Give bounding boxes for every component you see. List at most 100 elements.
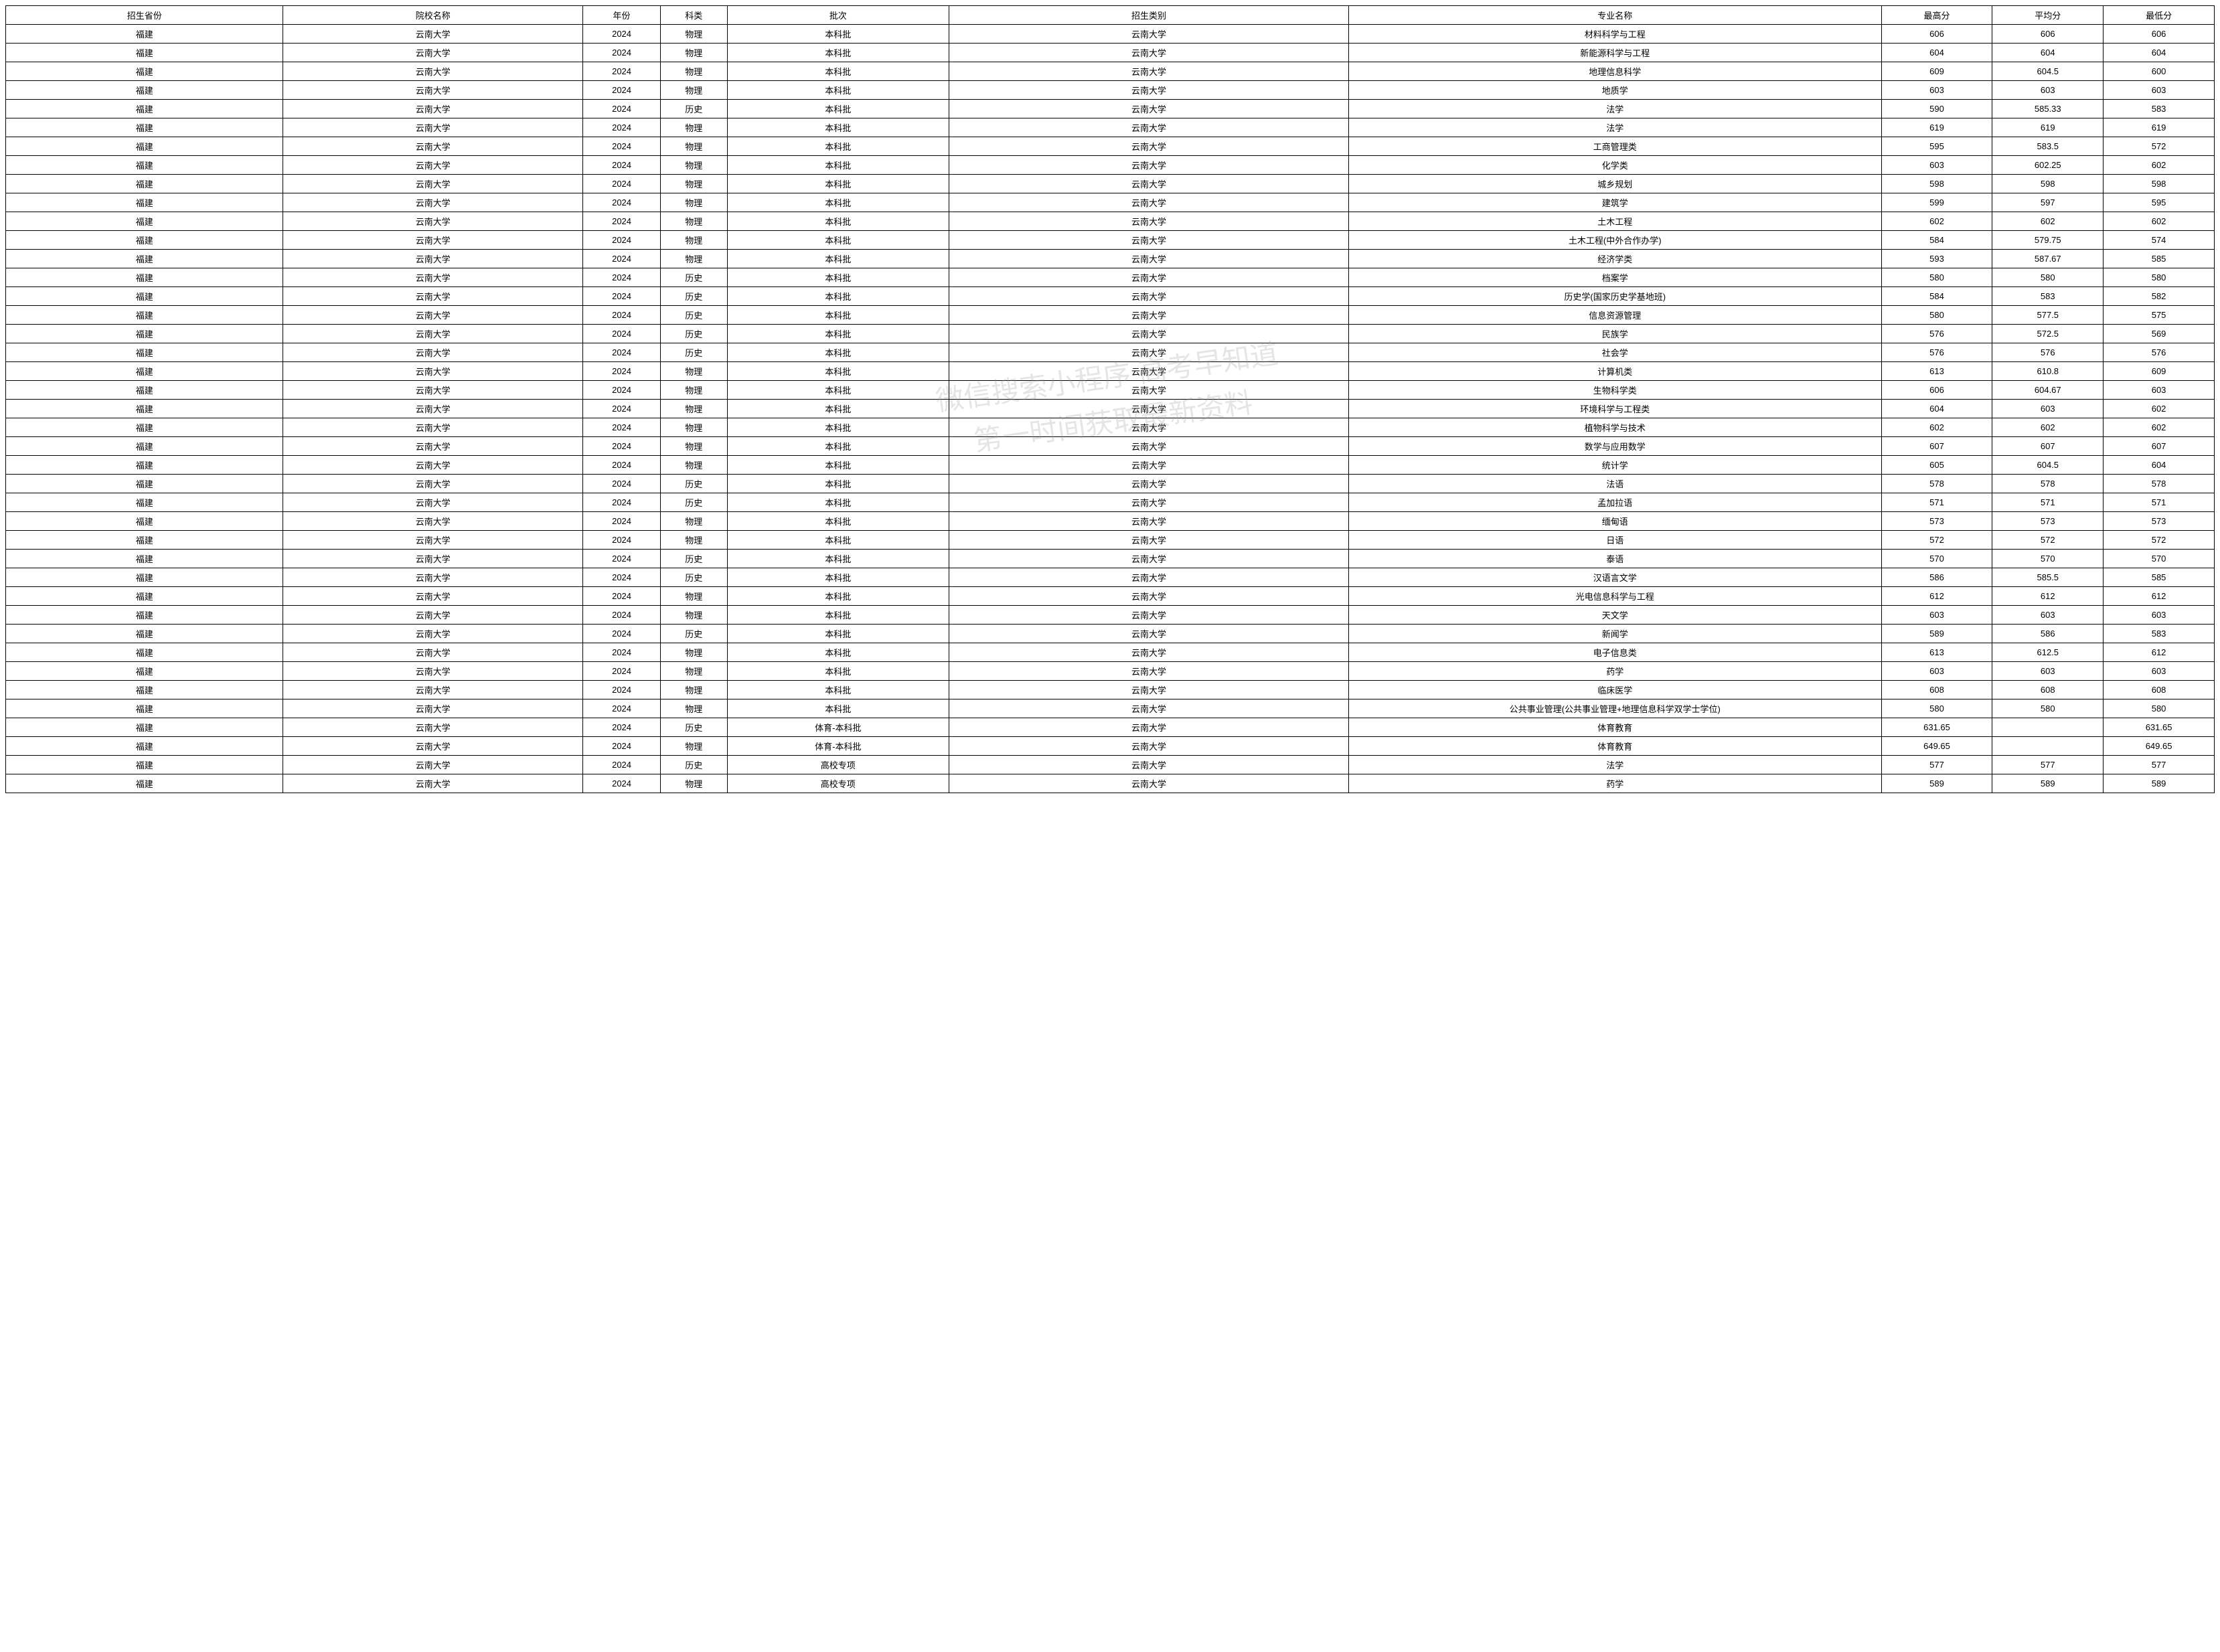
table-cell: 土木工程 (1348, 212, 1881, 231)
table-cell: 云南大学 (283, 493, 583, 512)
table-cell: 历史 (661, 568, 727, 587)
table-cell: 2024 (583, 231, 661, 250)
table-cell: 2024 (583, 400, 661, 418)
table-cell: 本科批 (727, 343, 949, 362)
table-cell: 物理 (661, 231, 727, 250)
table-cell: 本科批 (727, 81, 949, 100)
table-cell: 环境科学与工程类 (1348, 400, 1881, 418)
table-cell: 577 (1881, 756, 1992, 774)
table-cell: 585.5 (1992, 568, 2104, 587)
table-cell: 2024 (583, 268, 661, 287)
table-cell: 体育教育 (1348, 737, 1881, 756)
table-row: 福建云南大学2024历史本科批云南大学民族学576572.5569 (6, 325, 2215, 343)
table-cell: 云南大学 (283, 343, 583, 362)
table-cell: 598 (1881, 175, 1992, 193)
table-cell: 608 (1992, 681, 2104, 699)
table-cell: 云南大学 (949, 737, 1349, 756)
table-cell: 649.65 (2104, 737, 2215, 756)
table-cell: 云南大学 (283, 25, 583, 44)
table-row: 福建云南大学2024历史本科批云南大学汉语言文学586585.5585 (6, 568, 2215, 587)
table-cell: 云南大学 (283, 381, 583, 400)
table-header-cell: 最高分 (1881, 6, 1992, 25)
table-cell: 2024 (583, 306, 661, 325)
table-row: 福建云南大学2024物理本科批云南大学光电信息科学与工程612612612 (6, 587, 2215, 606)
table-cell: 植物科学与技术 (1348, 418, 1881, 437)
table-cell: 613 (1881, 643, 1992, 662)
table-cell: 607 (1881, 437, 1992, 456)
table-row: 福建云南大学2024物理本科批云南大学地质学603603603 (6, 81, 2215, 100)
table-cell: 云南大学 (949, 381, 1349, 400)
table-cell: 本科批 (727, 193, 949, 212)
table-cell: 578 (2104, 475, 2215, 493)
table-cell: 历史 (661, 325, 727, 343)
table-cell: 572 (1881, 531, 1992, 550)
table-cell: 土木工程(中外合作办学) (1348, 231, 1881, 250)
table-row: 福建云南大学2024历史本科批云南大学孟加拉语571571571 (6, 493, 2215, 512)
table-cell: 本科批 (727, 62, 949, 81)
table-cell: 云南大学 (949, 437, 1349, 456)
table-cell: 595 (2104, 193, 2215, 212)
table-row: 福建云南大学2024历史本科批云南大学法语578578578 (6, 475, 2215, 493)
table-cell: 本科批 (727, 475, 949, 493)
table-cell: 612 (1992, 587, 2104, 606)
table-cell: 604 (2104, 456, 2215, 475)
table-cell: 工商管理类 (1348, 137, 1881, 156)
table-cell: 本科批 (727, 493, 949, 512)
table-row: 福建云南大学2024物理本科批云南大学土木工程602602602 (6, 212, 2215, 231)
table-row: 福建云南大学2024物理本科批云南大学植物科学与技术602602602 (6, 418, 2215, 437)
table-row: 福建云南大学2024历史本科批云南大学社会学576576576 (6, 343, 2215, 362)
table-cell: 档案学 (1348, 268, 1881, 287)
table-cell: 云南大学 (949, 362, 1349, 381)
table-cell: 607 (1992, 437, 2104, 456)
table-cell: 本科批 (727, 231, 949, 250)
table-cell: 物理 (661, 381, 727, 400)
table-row: 福建云南大学2024物理本科批云南大学新能源科学与工程604604604 (6, 44, 2215, 62)
table-cell: 福建 (6, 718, 283, 737)
table-cell: 经济学类 (1348, 250, 1881, 268)
table-cell: 604 (1881, 400, 1992, 418)
admissions-table: 招生省份院校名称年份科类批次招生类别专业名称最高分平均分最低分 福建云南大学20… (5, 5, 2215, 793)
table-cell: 606 (2104, 25, 2215, 44)
table-cell: 2024 (583, 81, 661, 100)
table-cell: 云南大学 (949, 400, 1349, 418)
table-cell: 福建 (6, 662, 283, 681)
table-cell: 本科批 (727, 287, 949, 306)
table-cell: 福建 (6, 100, 283, 118)
table-cell: 新能源科学与工程 (1348, 44, 1881, 62)
table-row: 福建云南大学2024历史高校专项云南大学法学577577577 (6, 756, 2215, 774)
table-cell: 缅甸语 (1348, 512, 1881, 531)
table-cell: 602 (1992, 418, 2104, 437)
table-cell: 物理 (661, 737, 727, 756)
table-cell: 603 (1881, 662, 1992, 681)
table-cell: 本科批 (727, 44, 949, 62)
table-cell: 603 (2104, 662, 2215, 681)
table-cell: 2024 (583, 175, 661, 193)
table-cell: 云南大学 (949, 306, 1349, 325)
table-cell: 604 (2104, 44, 2215, 62)
table-row: 福建云南大学2024物理本科批云南大学城乡规划598598598 (6, 175, 2215, 193)
table-cell: 福建 (6, 362, 283, 381)
table-cell: 580 (2104, 268, 2215, 287)
table-cell: 云南大学 (283, 475, 583, 493)
table-cell: 云南大学 (283, 175, 583, 193)
table-body: 福建云南大学2024物理本科批云南大学材料科学与工程606606606福建云南大… (6, 25, 2215, 793)
table-row: 福建云南大学2024物理高校专项云南大学药学589589589 (6, 774, 2215, 793)
table-cell: 608 (1881, 681, 1992, 699)
table-header-cell: 招生省份 (6, 6, 283, 25)
table-cell: 605 (1881, 456, 1992, 475)
table-cell: 2024 (583, 550, 661, 568)
table-cell: 577.5 (1992, 306, 2104, 325)
table-cell: 福建 (6, 156, 283, 175)
table-cell: 619 (1992, 118, 2104, 137)
table-cell: 602 (2104, 156, 2215, 175)
table-cell: 云南大学 (949, 512, 1349, 531)
table-cell: 云南大学 (283, 62, 583, 81)
table-row: 福建云南大学2024物理本科批云南大学材料科学与工程606606606 (6, 25, 2215, 44)
table-cell: 云南大学 (283, 231, 583, 250)
table-cell: 云南大学 (949, 287, 1349, 306)
table-cell: 583 (2104, 100, 2215, 118)
table-cell: 云南大学 (949, 231, 1349, 250)
table-cell: 云南大学 (283, 625, 583, 643)
table-cell: 云南大学 (283, 193, 583, 212)
table-cell: 606 (1881, 381, 1992, 400)
